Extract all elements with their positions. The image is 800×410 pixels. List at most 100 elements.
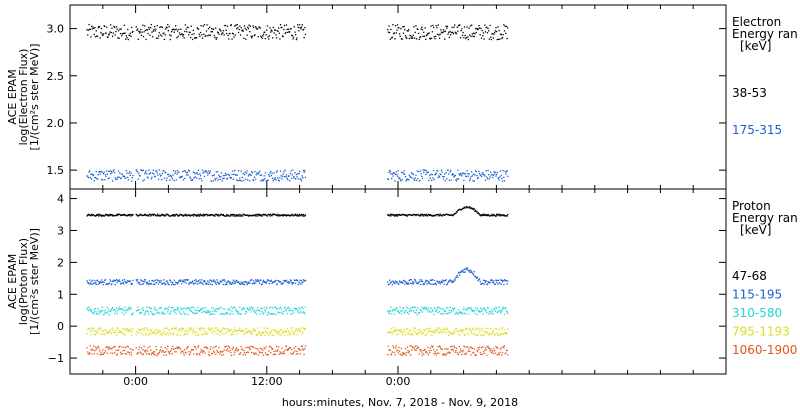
data-point — [277, 311, 279, 313]
data-point — [476, 212, 479, 214]
data-point — [391, 284, 393, 286]
data-point — [178, 32, 181, 34]
data-point — [192, 332, 194, 334]
data-point — [266, 281, 268, 283]
data-point — [497, 213, 500, 216]
data-point — [217, 179, 219, 181]
data-point — [471, 347, 473, 350]
data-point — [426, 215, 428, 217]
data-point — [201, 333, 203, 335]
data-point — [234, 306, 236, 308]
data-point — [402, 173, 405, 175]
data-point — [440, 313, 442, 315]
data-point — [472, 309, 474, 311]
data-point — [151, 31, 153, 33]
data-point — [218, 283, 220, 285]
data-point — [147, 311, 149, 313]
data-point — [232, 346, 234, 348]
data-point — [178, 346, 181, 349]
data-point — [298, 170, 301, 173]
data-point — [427, 280, 429, 282]
data-point — [190, 349, 192, 351]
data-point — [499, 33, 502, 35]
data-point — [165, 283, 167, 285]
data-point — [504, 170, 506, 173]
data-point — [104, 215, 106, 217]
data-point — [206, 24, 208, 26]
data-point — [102, 353, 105, 355]
data-point — [205, 312, 208, 314]
data-point — [292, 169, 294, 171]
data-point — [98, 215, 100, 217]
data-point — [148, 215, 150, 217]
data-point — [497, 279, 500, 281]
data-point — [236, 174, 238, 176]
data-point — [184, 214, 187, 217]
data-point — [117, 308, 120, 310]
data-point — [216, 308, 219, 310]
data-point — [398, 177, 401, 179]
data-point — [275, 314, 277, 316]
data-point — [158, 351, 160, 354]
data-point — [240, 170, 242, 172]
data-point — [215, 282, 217, 284]
proton-ytick-label: −1 — [48, 352, 64, 365]
data-point — [140, 329, 142, 331]
data-point — [136, 215, 139, 217]
data-point — [193, 353, 195, 355]
data-point — [490, 38, 492, 41]
data-point — [98, 213, 101, 215]
data-point — [184, 214, 186, 216]
data-point — [143, 31, 145, 33]
proton-series-1060-1900 — [86, 345, 509, 357]
data-point — [93, 215, 95, 217]
data-point — [198, 328, 200, 330]
data-point — [492, 215, 494, 217]
data-point — [505, 331, 507, 333]
data-point — [152, 169, 154, 171]
data-point — [395, 215, 397, 217]
electron-ylabel: log(Electron Flux) — [17, 49, 30, 146]
data-point — [417, 214, 420, 216]
data-point — [457, 353, 460, 355]
data-point — [191, 281, 193, 283]
data-point — [197, 306, 199, 309]
data-point — [450, 309, 452, 312]
data-point — [251, 331, 253, 333]
data-point — [505, 215, 507, 217]
data-point — [257, 213, 259, 215]
data-point — [426, 306, 428, 308]
data-point — [148, 213, 150, 216]
data-point — [417, 329, 419, 331]
data-point — [505, 25, 508, 27]
data-point — [192, 312, 194, 314]
data-point — [150, 178, 152, 180]
data-point — [262, 332, 264, 334]
data-point — [247, 346, 249, 348]
data-point — [487, 327, 489, 330]
data-point — [213, 28, 215, 30]
data-point — [127, 280, 129, 282]
data-point — [387, 214, 389, 217]
data-point — [207, 35, 209, 37]
data-point — [160, 346, 162, 348]
data-point — [235, 174, 237, 176]
data-point — [263, 175, 265, 177]
data-point — [411, 214, 413, 216]
data-point — [502, 214, 504, 217]
data-point — [461, 175, 463, 177]
data-point — [274, 353, 276, 355]
data-point — [240, 346, 242, 348]
data-point — [469, 178, 471, 180]
data-point — [200, 25, 202, 27]
data-point — [435, 309, 437, 311]
data-point — [454, 332, 456, 334]
data-point — [209, 329, 211, 332]
data-point — [196, 327, 198, 329]
data-point — [261, 352, 263, 354]
data-point — [486, 331, 488, 333]
data-point — [412, 346, 414, 348]
data-point — [442, 354, 444, 356]
data-point — [486, 332, 489, 334]
data-point — [484, 214, 487, 217]
